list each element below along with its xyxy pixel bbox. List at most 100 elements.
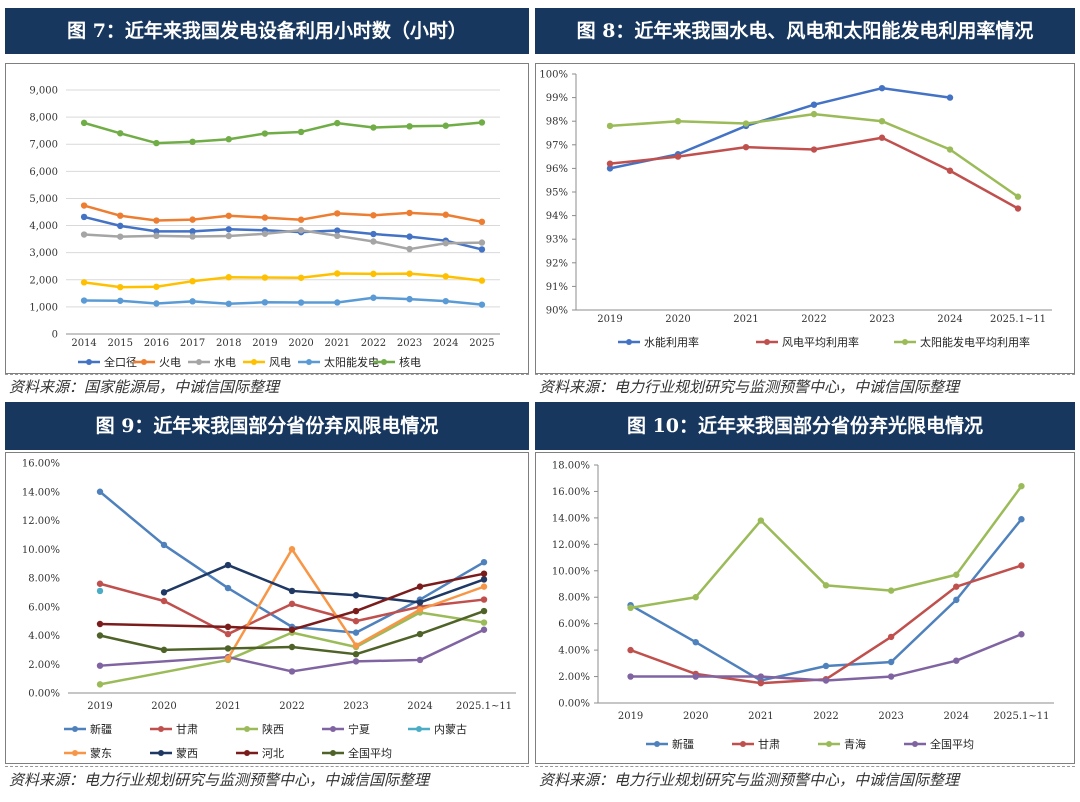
data-point <box>261 230 269 237</box>
legend-label: 河北 <box>262 747 284 760</box>
data-point <box>261 299 269 306</box>
legend-swatch-marker <box>72 750 78 756</box>
data-point <box>224 584 232 592</box>
legend-swatch-marker <box>306 359 312 365</box>
data-point <box>606 160 614 167</box>
legend-swatch-marker <box>826 741 832 747</box>
series-line <box>630 485 1023 610</box>
data-point <box>224 655 232 662</box>
data-point <box>352 592 360 599</box>
figure-10-plot-area: 0.00% 2.00% 4.00% 6.00% 8.00% 10.00% 12.00% 14.… <box>535 452 1075 764</box>
x-tick-label: 2024 <box>937 314 962 325</box>
y-tick-label: 96% <box>546 164 568 175</box>
x-tick-label: 2020 <box>665 314 690 325</box>
data-point <box>153 139 160 147</box>
figure-8-chart: 90% 91% 92% 93% 94% 95% 96% 97% 98% 99% 100% 2019 20… <box>539 70 1052 349</box>
data-point <box>370 294 377 301</box>
data-point <box>160 646 168 654</box>
y-tick-label: 12.00% <box>22 516 60 527</box>
figure-9-chart: 0.00% 2.00% 4.00% 6.00% 8.00% 10.00% 12.00% 14.… <box>22 459 516 760</box>
legend-item: 甘肃 <box>732 738 780 751</box>
y-tick-label: 8.00% <box>28 574 60 585</box>
data-point <box>1018 562 1025 569</box>
legend-swatch-marker <box>251 359 257 365</box>
data-point <box>742 120 750 127</box>
data-point <box>80 202 88 209</box>
data-point <box>224 561 232 569</box>
y-tick-label: 2.00% <box>558 672 590 683</box>
series-太阳能发电 <box>80 294 486 308</box>
series-核电 <box>80 119 486 147</box>
legend-swatch-marker <box>196 359 202 365</box>
data-point <box>810 101 818 108</box>
data-point <box>261 274 269 281</box>
figure-9-panel: 图 9：近年来我国部分省份弃风限电情况 0.00% 2.00% 4.00% 6.00%… <box>5 402 529 796</box>
data-point <box>480 626 488 633</box>
data-point <box>757 517 765 524</box>
data-point <box>627 646 634 654</box>
y-tick-label: 14.00% <box>552 513 590 524</box>
data-point <box>153 300 160 307</box>
data-point <box>953 583 960 590</box>
data-point <box>288 626 296 633</box>
data-point <box>225 212 232 219</box>
legend-item: 水电 <box>188 356 236 369</box>
data-point <box>334 210 341 217</box>
legend-label: 核电 <box>399 355 421 369</box>
data-point <box>189 298 196 305</box>
data-point <box>674 153 682 160</box>
x-tick-label: 2023 <box>343 701 368 712</box>
y-tick-label: 0 <box>52 330 58 341</box>
data-point <box>288 546 296 553</box>
data-point <box>478 246 486 253</box>
data-point <box>887 673 895 680</box>
x-tick-label: 2020 <box>151 701 176 712</box>
legend-swatch-marker <box>626 339 632 345</box>
x-tick-label: 2018 <box>216 338 241 349</box>
data-point <box>153 232 160 240</box>
data-point <box>478 119 486 126</box>
data-point <box>442 297 449 305</box>
data-point <box>224 623 232 631</box>
data-point <box>117 222 124 230</box>
data-point <box>96 681 104 688</box>
data-point <box>334 119 341 127</box>
legend-swatch-marker <box>330 726 336 732</box>
legend-item: 太阳能发电平均利用率 <box>894 335 1030 349</box>
figure-8-panel: 图 8：近年来我国水电、风电和太阳能发电利用率情况 90% 91% 92% 93% 94… <box>535 8 1075 398</box>
data-point <box>80 213 88 221</box>
data-point <box>297 227 305 234</box>
y-tick-label: 0.00% <box>28 689 60 700</box>
legend-swatch-marker <box>141 359 147 365</box>
legend-item: 核电 <box>373 355 421 369</box>
series-line <box>99 572 485 631</box>
y-tick-label: 6.00% <box>28 602 60 613</box>
data-point <box>480 607 488 615</box>
y-tick-label: 0.00% <box>558 699 590 710</box>
data-point <box>406 123 413 130</box>
legend-label: 甘肃 <box>758 738 780 751</box>
data-point <box>288 668 296 675</box>
data-point <box>189 216 196 223</box>
series-全国平均 <box>96 607 488 658</box>
legend-label: 水电 <box>214 356 236 369</box>
legend-label: 风电 <box>269 356 291 369</box>
y-tick-label: 4,000 <box>29 221 58 232</box>
data-point <box>297 128 305 136</box>
legend-swatch-marker <box>86 359 92 365</box>
legend-label: 新疆 <box>672 737 694 751</box>
legend-label: 火电 <box>159 356 181 369</box>
legend-item: 河北 <box>236 747 284 760</box>
x-tick-label: 2025 <box>469 338 494 349</box>
data-point <box>225 232 232 240</box>
series-line <box>83 121 483 145</box>
x-tick-label: 2019 <box>252 338 277 349</box>
legend-swatch-marker <box>158 750 164 756</box>
data-point <box>887 633 895 641</box>
x-tick-label: 2015 <box>108 338 133 349</box>
legend-label: 全口径 <box>104 355 137 369</box>
data-point <box>80 297 88 304</box>
data-point <box>160 541 168 549</box>
legend-swatch-marker <box>158 726 164 732</box>
data-point <box>946 167 954 174</box>
